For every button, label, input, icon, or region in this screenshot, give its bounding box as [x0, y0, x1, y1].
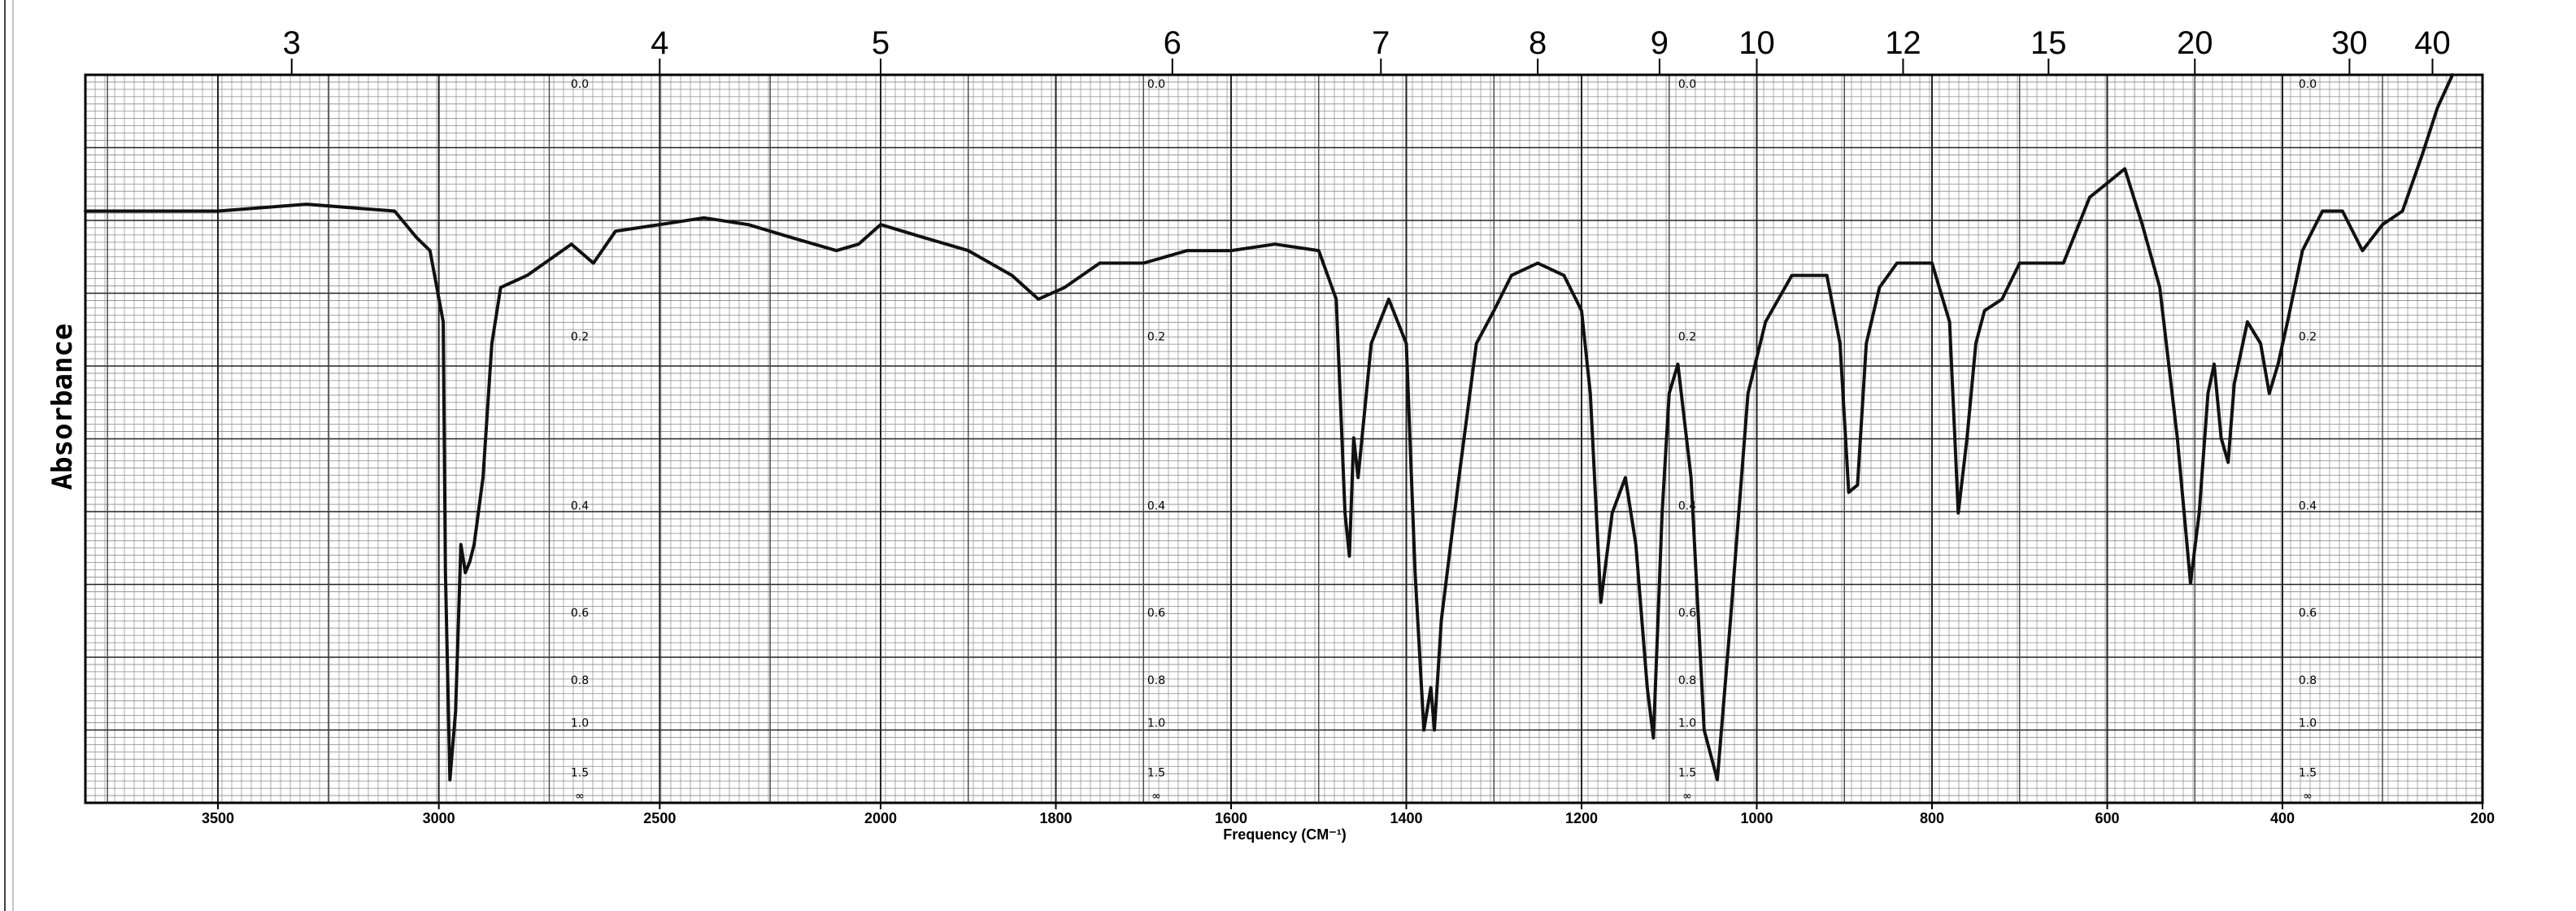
paper-edge: [4, 0, 14, 911]
absorbance-label: ∞: [2303, 790, 2313, 803]
absorbance-label: 0.8: [2299, 674, 2317, 687]
top-tick-label: 30: [2331, 25, 2368, 61]
absorbance-label: 0.4: [571, 500, 589, 513]
top-tick-label: 12: [1885, 25, 1921, 61]
top-tick-label: 40: [2414, 25, 2451, 61]
absorbance-label: 0.2: [1147, 330, 1165, 343]
x-tick-label: 2500: [643, 810, 676, 826]
top-tick-label: 10: [1738, 25, 1775, 61]
absorbance-label: 1.5: [1147, 767, 1165, 780]
top-tick-label: 20: [2177, 25, 2213, 61]
absorbance-label: ∞: [1682, 790, 1692, 803]
series-line: [84, 73, 2455, 782]
absorbance-label: ∞: [1151, 790, 1161, 803]
absorbance-label: 0.8: [1147, 674, 1165, 687]
absorbance-label: 0.6: [1678, 607, 1696, 620]
absorbance-label: 0.2: [2299, 330, 2317, 343]
chart-grid: [85, 74, 2483, 804]
x-tick-label: 1200: [1565, 810, 1598, 826]
absorbance-label: 1.0: [571, 717, 589, 730]
absorbance-label: 1.5: [571, 767, 589, 780]
x-tick-label: 1400: [1390, 810, 1422, 826]
top-tick-label: 8: [1529, 25, 1547, 61]
absorbance-label: 0.6: [571, 607, 589, 620]
plot-frame: [84, 73, 2484, 804]
absorbance-label: 0.4: [2299, 500, 2317, 513]
top-tick-label: 6: [1164, 25, 1181, 61]
x-tick-label: 1000: [1740, 810, 1773, 826]
y-axis-label: Absorbance: [46, 324, 79, 490]
absorbance-label: 1.0: [2299, 717, 2317, 730]
absorbance-label: 0.0: [1678, 78, 1696, 91]
x-tick-label: 2000: [864, 810, 897, 826]
x-tick-label: 400: [2270, 810, 2295, 826]
x-tick-label: 3500: [202, 810, 234, 826]
absorbance-label: 0.0: [571, 78, 589, 91]
absorbance-label: ∞: [575, 790, 585, 803]
absorbance-label: 0.0: [2299, 78, 2317, 91]
absorbance-label: 0.8: [1678, 674, 1696, 687]
top-tick-label: 15: [2030, 25, 2067, 61]
absorbance-label: 0.2: [1678, 330, 1696, 343]
top-tick-label: 9: [1651, 25, 1669, 61]
top-tick-label: 3: [283, 25, 301, 61]
top-tick-label: 4: [651, 25, 668, 61]
absorbance-label: 1.5: [1678, 767, 1696, 780]
top-tick-label: 7: [1372, 25, 1390, 61]
absorbance-label: 0.0: [1147, 78, 1165, 91]
x-tick-label: 1600: [1215, 810, 1247, 826]
x-tick-label: 1800: [1039, 810, 1072, 826]
absorbance-label: 0.6: [2299, 607, 2317, 620]
absorbance-label: 0.8: [571, 674, 589, 687]
x-tick-label: 200: [2470, 810, 2495, 826]
chart-labels: 3500 3000 2500 2000 1800 1600 1400 1200 1000 800 6…: [202, 25, 2495, 826]
absorbance-label: 0.6: [1147, 607, 1165, 620]
x-tick-label: 800: [1920, 810, 1944, 826]
absorbance-label: 0.4: [1147, 500, 1165, 513]
x-tick-label: 3000: [423, 810, 455, 826]
absorbance-label: 1.5: [2299, 767, 2317, 780]
absorbance-label: 0.2: [571, 330, 589, 343]
absorbance-label: 1.0: [1678, 717, 1696, 730]
absorbance-label: 1.0: [1147, 717, 1165, 730]
top-tick-label: 5: [872, 25, 890, 61]
x-tick-label: 600: [2095, 810, 2119, 826]
x-axis-label: Frequency (CM⁻¹): [1223, 826, 1347, 843]
